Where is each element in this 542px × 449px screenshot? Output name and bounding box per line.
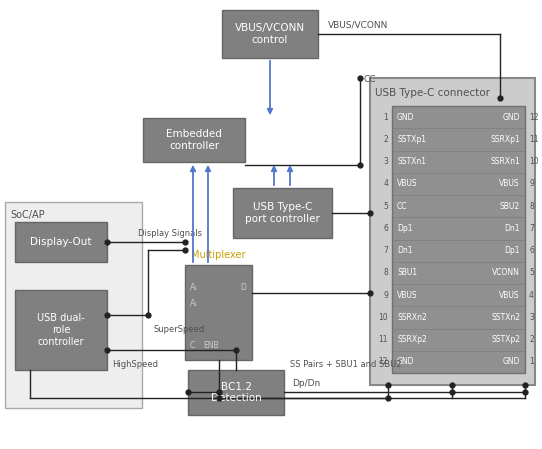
Text: VBUS: VBUS xyxy=(397,179,418,189)
Text: VBUS: VBUS xyxy=(499,179,520,189)
Text: SSTXn2: SSTXn2 xyxy=(491,313,520,322)
Text: 4: 4 xyxy=(383,179,388,189)
Text: SSTXn1: SSTXn1 xyxy=(397,157,426,166)
Text: Multiplexer: Multiplexer xyxy=(191,250,246,260)
Text: GND: GND xyxy=(397,357,415,366)
Text: Dn1: Dn1 xyxy=(397,246,412,255)
Text: GND: GND xyxy=(502,113,520,122)
Text: USB Type-C
port controller: USB Type-C port controller xyxy=(245,202,320,224)
Text: GND: GND xyxy=(397,113,415,122)
Text: 6: 6 xyxy=(529,246,534,255)
Text: SBU2: SBU2 xyxy=(500,202,520,211)
Bar xyxy=(143,118,245,162)
Text: Dp1: Dp1 xyxy=(397,224,412,233)
Text: 12: 12 xyxy=(378,357,388,366)
Text: 4: 4 xyxy=(529,291,534,299)
Text: 5: 5 xyxy=(529,269,534,277)
Text: Dp1: Dp1 xyxy=(505,246,520,255)
Text: 5: 5 xyxy=(383,202,388,211)
Text: A₁: A₁ xyxy=(190,299,198,308)
Text: 9: 9 xyxy=(529,179,534,189)
Bar xyxy=(233,188,332,238)
Text: 10: 10 xyxy=(529,157,539,166)
Text: SBU1: SBU1 xyxy=(397,269,417,277)
Text: SSRXp1: SSRXp1 xyxy=(491,135,520,144)
Bar xyxy=(15,290,107,370)
Text: SSRXn2: SSRXn2 xyxy=(397,313,427,322)
Text: SSRXn1: SSRXn1 xyxy=(491,157,520,166)
Text: 3: 3 xyxy=(383,157,388,166)
Text: D: D xyxy=(240,282,246,291)
Text: 8: 8 xyxy=(383,269,388,277)
Text: C: C xyxy=(190,342,195,351)
Text: CC: CC xyxy=(397,202,408,211)
Text: 10: 10 xyxy=(378,313,388,322)
Text: 12: 12 xyxy=(529,113,539,122)
Text: SoC/AP: SoC/AP xyxy=(10,210,44,220)
Text: SSTXp1: SSTXp1 xyxy=(397,135,426,144)
Text: ENB: ENB xyxy=(203,342,218,351)
Text: SSRXp2: SSRXp2 xyxy=(397,335,427,344)
Text: 9: 9 xyxy=(383,291,388,299)
Text: 1: 1 xyxy=(529,357,534,366)
Bar xyxy=(185,265,252,360)
Text: A₁: A₁ xyxy=(190,282,198,291)
Text: 6: 6 xyxy=(383,224,388,233)
Bar xyxy=(222,10,318,58)
Text: Dp/Dn: Dp/Dn xyxy=(292,379,320,388)
Text: 7: 7 xyxy=(529,224,534,233)
Text: 11: 11 xyxy=(529,135,539,144)
Text: Embedded
controller: Embedded controller xyxy=(166,129,222,151)
Text: 2: 2 xyxy=(383,135,388,144)
Text: SSTXp2: SSTXp2 xyxy=(491,335,520,344)
Bar xyxy=(188,370,284,415)
Text: 11: 11 xyxy=(378,335,388,344)
Text: 8: 8 xyxy=(529,202,534,211)
Text: VBUS/VCONN
control: VBUS/VCONN control xyxy=(235,23,305,45)
Bar xyxy=(5,202,142,408)
Text: SS Pairs + SBU1 and SBU2: SS Pairs + SBU1 and SBU2 xyxy=(290,360,402,369)
Bar xyxy=(15,222,107,262)
Text: CC: CC xyxy=(363,75,376,84)
Text: Display-Out: Display-Out xyxy=(30,237,92,247)
Text: Dn1: Dn1 xyxy=(505,224,520,233)
Text: VBUS/VCONN: VBUS/VCONN xyxy=(328,20,389,29)
Text: 7: 7 xyxy=(383,246,388,255)
Bar xyxy=(392,106,525,373)
Text: VBUS: VBUS xyxy=(397,291,418,299)
Text: 2: 2 xyxy=(529,335,534,344)
Text: SuperSpeed: SuperSpeed xyxy=(153,325,204,334)
Text: USB Type-C connector: USB Type-C connector xyxy=(375,88,490,98)
Text: VCONN: VCONN xyxy=(492,269,520,277)
Text: VBUS: VBUS xyxy=(499,291,520,299)
Text: USB dual-
role
controller: USB dual- role controller xyxy=(37,313,85,347)
Text: 1: 1 xyxy=(383,113,388,122)
Text: GND: GND xyxy=(502,357,520,366)
Bar xyxy=(370,78,535,385)
Text: HighSpeed: HighSpeed xyxy=(112,360,158,369)
Text: Display Signals: Display Signals xyxy=(138,229,202,238)
Text: 3: 3 xyxy=(529,313,534,322)
Text: BC1.2
Detection: BC1.2 Detection xyxy=(211,382,261,403)
